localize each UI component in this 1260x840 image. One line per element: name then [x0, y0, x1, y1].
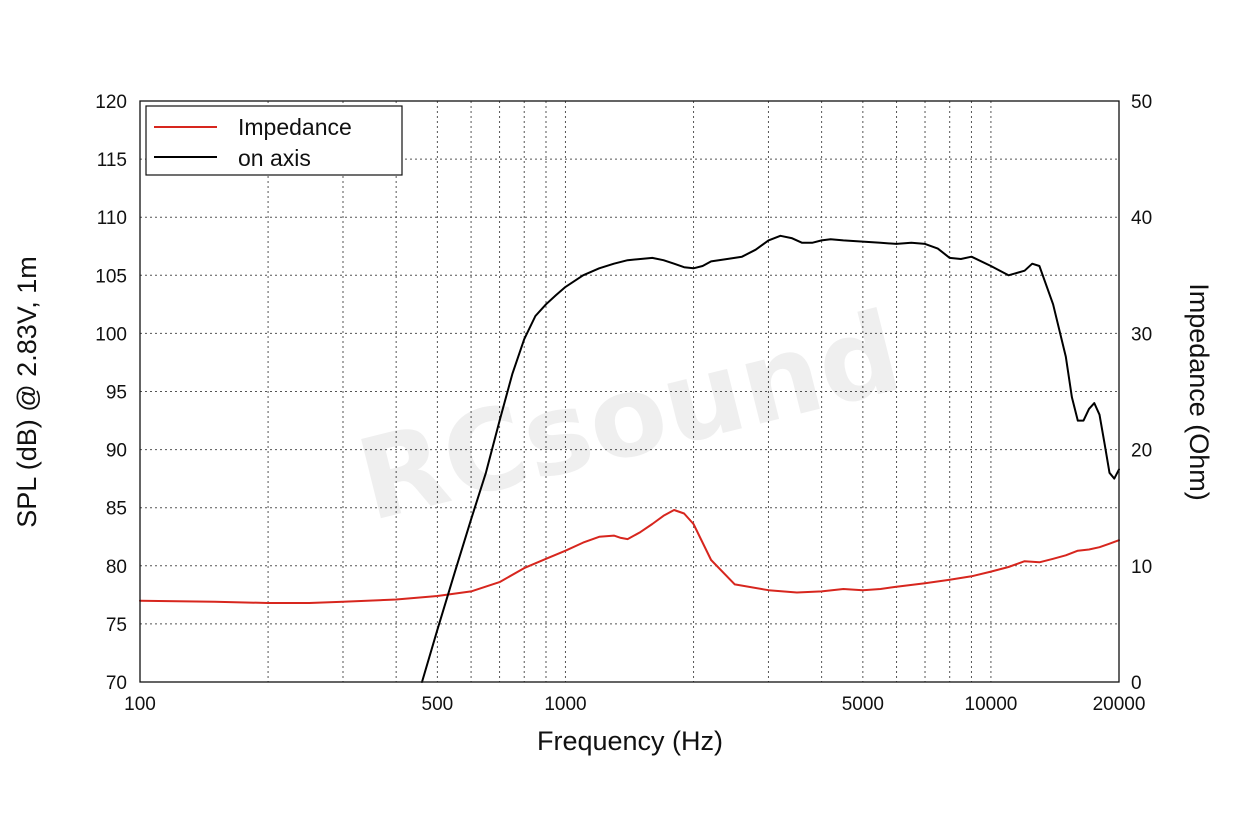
legend-label-on-axis: on axis — [238, 145, 311, 171]
y-tick-label-right: 0 — [1131, 673, 1142, 694]
y-tick-label-left: 115 — [97, 150, 127, 171]
y-tick-label-right: 20 — [1131, 441, 1152, 462]
y-tick-label-right: 10 — [1131, 557, 1152, 578]
x-tick-label: 10000 — [965, 694, 1018, 715]
y-axis-title-right: Impedance (Ohm) — [1184, 283, 1214, 501]
y-tick-label-right: 50 — [1131, 92, 1152, 113]
y-tick-label-left: 110 — [97, 208, 127, 229]
y-tick-label-left: 100 — [95, 324, 127, 345]
y-tick-label-left: 90 — [106, 441, 127, 462]
grid — [140, 101, 1119, 682]
x-tick-label: 500 — [422, 694, 454, 715]
x-tick-label: 20000 — [1093, 694, 1146, 715]
legend: Impedance on axis — [145, 105, 403, 176]
y-tick-label-left: 85 — [106, 499, 127, 520]
legend-box — [145, 105, 403, 176]
series-line-impedance — [139, 509, 1120, 604]
x-tick-label: 5000 — [842, 694, 884, 715]
series-line-on-axis — [421, 234, 1120, 683]
y-tick-label-left: 70 — [106, 673, 127, 694]
y-tick-label-left: 105 — [95, 266, 127, 287]
series-lines — [139, 234, 1120, 683]
y-axis-title-left: SPL (dB) @ 2.83V, 1m — [12, 256, 42, 528]
y-tick-label-left: 120 — [95, 92, 127, 113]
y-tick-label-right: 30 — [1131, 324, 1152, 345]
y-tick-label-left: 80 — [106, 557, 127, 578]
legend-label-impedance: Impedance — [238, 114, 352, 140]
y-tick-label-right: 40 — [1131, 208, 1152, 229]
y-tick-label-left: 95 — [106, 383, 127, 404]
plot-frame — [139, 100, 1120, 683]
y-tick-label-left: 75 — [106, 615, 127, 636]
x-axis-title: Frequency (Hz) — [537, 726, 723, 756]
watermark: RCsound — [346, 287, 913, 547]
x-tick-label: 100 — [124, 694, 156, 715]
tick-labels: 100 500 1000 5000 10000 200007075808590951001… — [95, 92, 1152, 715]
x-tick-label: 1000 — [544, 694, 586, 715]
